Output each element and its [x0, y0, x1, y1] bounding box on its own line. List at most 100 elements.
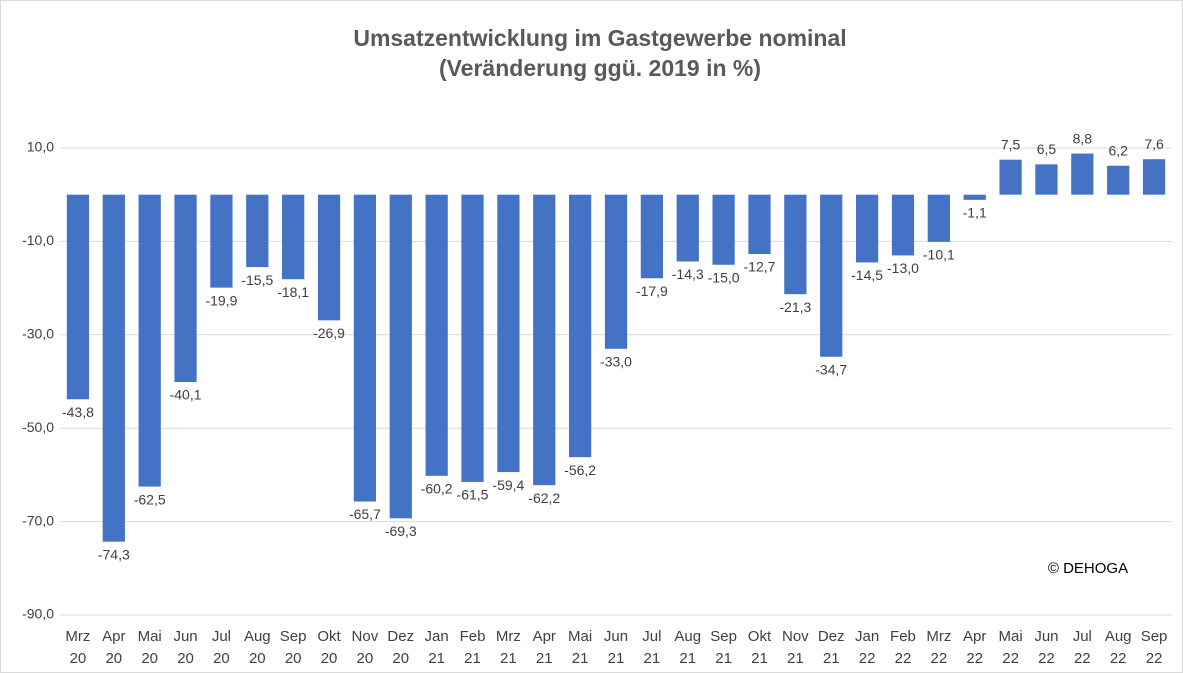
data-label: -62,5 [134, 491, 166, 507]
data-label: -21,3 [779, 299, 811, 315]
data-label: -1,1 [963, 205, 987, 221]
data-label: -74,3 [98, 546, 130, 562]
data-label: -14,3 [672, 266, 704, 282]
bar [246, 194, 269, 268]
data-label: -19,9 [205, 292, 237, 308]
x-tick-label: Jun 20 [173, 628, 197, 667]
data-label: -15,5 [241, 272, 273, 288]
x-tick-label: Sep 20 [280, 628, 307, 667]
x-tick-label: Nov 20 [352, 628, 379, 667]
y-tick-label: -70,0 [22, 512, 54, 528]
bar [66, 194, 90, 400]
bar [1035, 164, 1058, 195]
data-label: 7,5 [1001, 136, 1021, 152]
x-tick-label: Nov 21 [782, 628, 809, 667]
x-tick-label: Mai 20 [138, 628, 162, 667]
bar [317, 194, 341, 321]
data-label: -40,1 [170, 387, 202, 403]
bar [820, 194, 843, 357]
bar [927, 194, 950, 242]
bar [174, 194, 197, 382]
bar [533, 194, 556, 486]
x-tick-label: Okt 20 [317, 628, 341, 667]
data-label: -33,0 [600, 354, 632, 370]
bar [784, 194, 807, 295]
x-tick-label: Jun 21 [604, 628, 628, 667]
data-label: -18,1 [277, 284, 309, 300]
data-label: 7,6 [1144, 136, 1164, 152]
x-tick-label: Jul 21 [642, 628, 661, 667]
x-tick-label: Okt 21 [748, 628, 772, 667]
x-tick-label: Dez 21 [818, 628, 845, 667]
bar [676, 194, 699, 262]
bar [748, 194, 771, 255]
bar [855, 194, 879, 263]
bar [569, 194, 592, 458]
x-tick-label: Mrz 21 [496, 628, 521, 667]
data-label: -10,1 [923, 247, 955, 263]
bar [497, 194, 520, 473]
x-tick-label: Apr 22 [963, 628, 986, 667]
bar [604, 194, 628, 349]
annotation: © DEHOGA [1048, 560, 1128, 577]
data-label: -56,2 [564, 462, 596, 478]
x-tick-label: Aug 20 [244, 628, 271, 667]
data-label: -15,0 [708, 269, 740, 285]
x-tick-label: Mrz 22 [926, 628, 951, 667]
bar [640, 194, 663, 279]
data-label: 8,8 [1073, 130, 1093, 146]
x-tick-label: Aug 22 [1105, 628, 1132, 667]
data-label: -14,5 [851, 267, 883, 283]
x-tick-label: Feb 22 [890, 628, 916, 667]
bar [461, 194, 484, 482]
bar [138, 194, 161, 487]
data-label: -13,0 [887, 260, 919, 276]
x-tick-label: Dez 20 [387, 628, 414, 667]
bar [999, 159, 1022, 195]
y-tick-label: -50,0 [22, 419, 54, 435]
y-tick-label: 10,0 [27, 139, 54, 155]
data-label: -12,7 [744, 259, 776, 275]
data-label: -61,5 [457, 487, 489, 503]
bar [282, 194, 305, 280]
x-tick-label: Apr 21 [533, 628, 556, 667]
data-label: -60,2 [421, 481, 453, 497]
x-tick-label: Apr 20 [102, 628, 125, 667]
bar [1071, 153, 1094, 195]
chart-title: Umsatzentwicklung im Gastgewerbe nominal [353, 25, 846, 51]
bar [102, 194, 125, 542]
x-tick-label: Jul 20 [212, 628, 231, 667]
x-tick-label: Sep 21 [710, 628, 737, 667]
data-label: -62,2 [528, 490, 560, 506]
data-label: -69,3 [385, 523, 417, 539]
x-tick-label: Mai 22 [998, 628, 1022, 667]
data-label: -43,8 [62, 404, 94, 420]
data-label: -26,9 [313, 325, 345, 341]
y-tick-label: -10,0 [22, 232, 54, 248]
x-tick-label: Jan 22 [855, 628, 879, 667]
x-tick-label: Jan 21 [425, 628, 449, 667]
x-tick-label: Jul 22 [1073, 628, 1092, 667]
data-label: -59,4 [492, 477, 524, 493]
data-label: 6,5 [1037, 141, 1057, 157]
x-tick-label: Feb 21 [460, 628, 486, 667]
bar [712, 194, 735, 265]
data-label: 6,2 [1108, 142, 1128, 158]
bar [353, 194, 377, 502]
x-tick-label: Mai 21 [568, 628, 592, 667]
bar [210, 194, 233, 288]
x-tick-label: Mrz 20 [65, 628, 90, 667]
bar [891, 194, 915, 256]
data-label: -34,7 [815, 361, 847, 377]
x-tick-label: Jun 22 [1034, 628, 1058, 667]
y-tick-label: -90,0 [22, 606, 54, 622]
bar [425, 194, 448, 476]
data-label: -17,9 [636, 283, 668, 299]
y-tick-label: -30,0 [22, 326, 54, 342]
x-tick-label: Aug 21 [674, 628, 701, 667]
bar [1142, 159, 1166, 195]
bar [389, 194, 412, 519]
bar [1107, 165, 1130, 195]
